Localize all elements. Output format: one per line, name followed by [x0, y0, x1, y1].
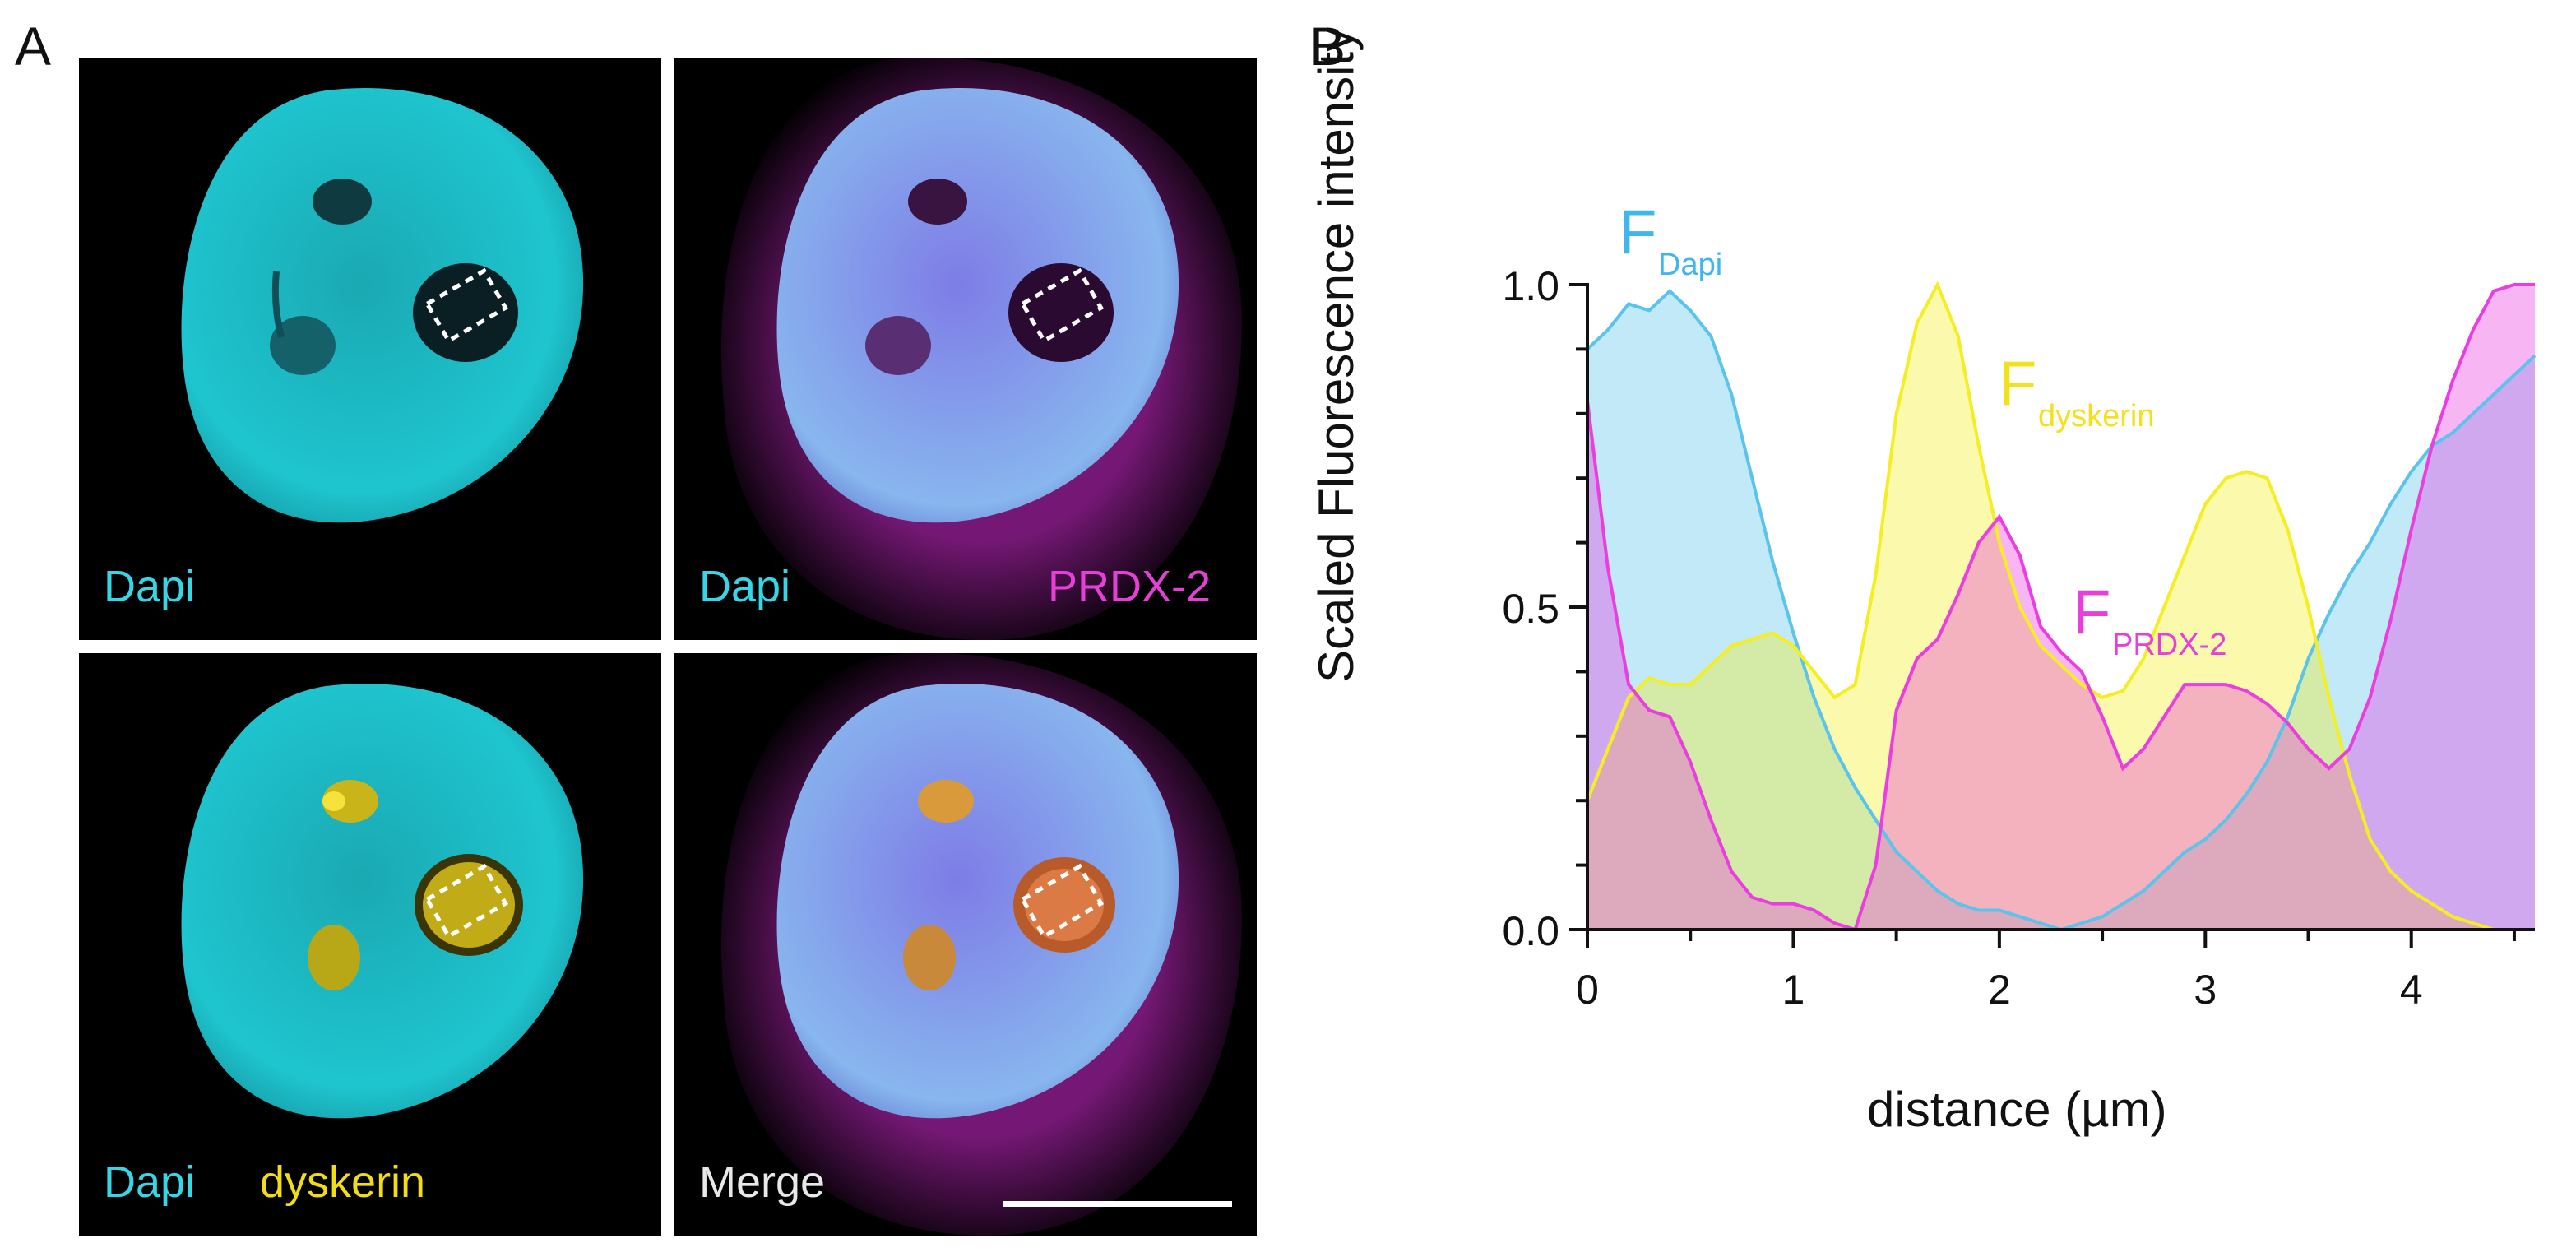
x-tick-label: 3: [2194, 967, 2217, 1013]
channel-label-dapi: Dapi: [104, 1157, 196, 1207]
series-label-sub-dyskerin: dyskerin: [2038, 399, 2155, 434]
roi-box: [1019, 267, 1105, 344]
panel-label-a: A: [15, 16, 52, 77]
nucleus-image-merge: [721, 653, 1242, 1236]
area-dapi: [1587, 290, 2535, 930]
series-label-prdx-2: F: [2073, 577, 2110, 647]
x-tick-label: 0: [1576, 967, 1599, 1013]
panel-label-b: B: [1309, 16, 1346, 77]
micrograph-merge: Merge: [674, 653, 1257, 1236]
x-axis-label: distance (µm): [1867, 1082, 2167, 1137]
y-axis-label: Scaled Fluorescence intensity: [1309, 26, 1364, 683]
channel-label-merge: Merge: [699, 1157, 826, 1207]
y-tick-label: 1.0: [1502, 263, 1559, 309]
channel-label-dapi: Dapi: [699, 562, 791, 611]
series-label-sub-dapi: Dapi: [1658, 248, 1722, 282]
x-tick-label: 1: [1782, 967, 1805, 1013]
scale-bar: [1003, 1201, 1232, 1207]
series-label-dyskerin: F: [1999, 349, 2036, 419]
channel-label-dyskerin: dyskerin: [260, 1157, 426, 1207]
roi-box: [424, 863, 509, 939]
channel-label-prdx2: PRDX-2: [1047, 562, 1211, 611]
y-tick-label: 0.0: [1502, 908, 1559, 954]
series-label-dapi: F: [1619, 206, 1656, 267]
series-line-prdx-2: [1586, 283, 2535, 932]
area-prdx-2: [1587, 285, 2535, 930]
nucleus-image-dapi-dyskerin: [181, 683, 584, 1119]
micrograph-dapi-dyskerin: Dapi dyskerin: [79, 653, 661, 1236]
roi-box: [424, 267, 509, 344]
x-tick-label: 2: [1988, 967, 2011, 1013]
x-tick-label: 4: [2400, 967, 2423, 1013]
area-dyskerin: [1587, 285, 2535, 930]
channel-label-dapi: Dapi: [104, 562, 196, 611]
nucleus-image-dapi: [181, 87, 584, 523]
micrograph-dapi-prdx2: Dapi PRDX-2: [674, 58, 1257, 640]
micrograph-dapi: Dapi: [79, 58, 661, 640]
roi-box: [1019, 863, 1105, 939]
series-line-dyskerin: [1586, 281, 2535, 931]
series-label-sub-prdx-2: PRDX-2: [2112, 628, 2226, 662]
nucleus-image-dapi-prdx2: [721, 58, 1242, 640]
y-tick-label: 0.5: [1502, 586, 1559, 632]
